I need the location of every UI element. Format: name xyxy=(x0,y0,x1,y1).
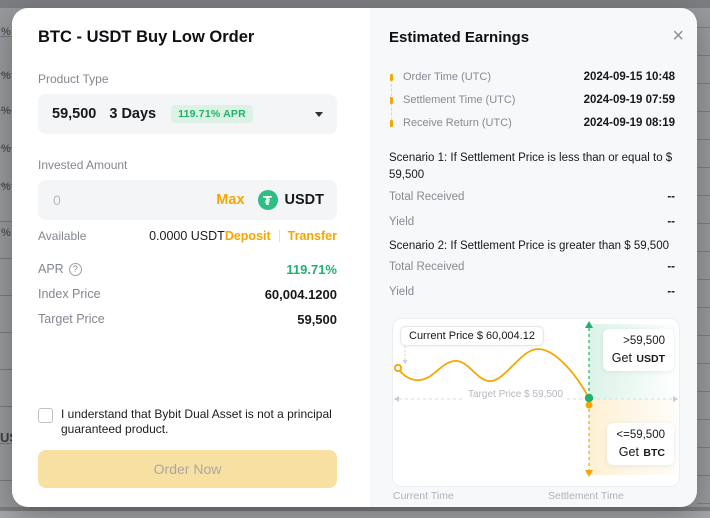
help-icon[interactable]: ? xyxy=(68,262,82,276)
settlement-time-axis-label: Settlement Time xyxy=(548,490,624,502)
deposit-link[interactable]: Deposit xyxy=(224,229,271,243)
disclaimer-row: I understand that Bybit Dual Asset is no… xyxy=(38,407,342,437)
scenario1-yield-row: Yield -- xyxy=(389,215,675,228)
product-price: 59,500 xyxy=(52,106,97,122)
timeline-row-receive-return: Receive Return (UTC) 2024-09-19 08:19 xyxy=(390,116,675,130)
index-price-label: Index Price xyxy=(38,287,101,301)
scenario1-heading-line: 59,500 xyxy=(389,169,425,181)
product-type-label: Product Type xyxy=(38,72,109,86)
backdrop-percent-mark: % xyxy=(1,70,11,82)
order-info-rows: APR ? 119.71% Index Price 60,004.1200 Ta… xyxy=(38,262,337,337)
yield-label: Yield xyxy=(389,285,415,298)
total-received-value: -- xyxy=(667,260,675,273)
backdrop-right-strip xyxy=(697,0,710,518)
target-price-row: Target Price 59,500 xyxy=(38,311,337,327)
transfer-link[interactable]: Transfer xyxy=(287,229,337,243)
backdrop-percent-mark: % xyxy=(1,227,11,239)
order-now-button[interactable]: Order Now xyxy=(38,450,337,488)
upper-condition: >59,500 xyxy=(623,335,665,347)
disclaimer-line: guaranteed product. xyxy=(61,422,169,436)
index-price-value: 60,004.1200 xyxy=(264,286,337,302)
settlement-time-label: Settlement Time (UTC) xyxy=(403,94,516,106)
scenario1-heading-line: Scenario 1: If Settlement Price is less … xyxy=(389,152,673,164)
yield-value: -- xyxy=(667,215,675,228)
scenario2-yield-row: Yield -- xyxy=(389,285,675,298)
target-price-label: Target Price xyxy=(38,312,105,326)
settlement-time-value: 2024-09-19 07:59 xyxy=(583,94,675,106)
available-row: Available 0.0000 USDT Deposit Transfer xyxy=(38,229,337,243)
apr-label: APR ? xyxy=(38,262,82,276)
apr-label-text: APR xyxy=(38,262,64,276)
order-time-label: Order Time (UTC) xyxy=(403,71,491,83)
target-price-line-label: Target Price $ 59,500 xyxy=(465,389,567,400)
backdrop-percent-mark: % xyxy=(1,181,11,193)
close-icon[interactable]: × xyxy=(672,25,684,47)
product-term: 3 Days xyxy=(109,106,157,122)
backdrop-top-strip xyxy=(0,0,710,8)
total-received-label: Total Received xyxy=(389,260,465,273)
lower-outcome-label: <=59,500 Get BTC xyxy=(607,423,674,465)
current-price-label: Current Price $ 60,004.12 xyxy=(400,326,544,346)
apr-row: APR ? 119.71% xyxy=(38,261,337,277)
scenario1-heading: Scenario 1: If Settlement Price is less … xyxy=(389,150,681,184)
upper-asset: USDT xyxy=(636,353,665,365)
scenario2-total-received-row: Total Received -- xyxy=(389,260,675,273)
scenario1-total-received-row: Total Received -- xyxy=(389,190,675,203)
apr-value: 119.71% xyxy=(286,261,337,277)
order-title: BTC - USDT Buy Low Order xyxy=(38,28,255,46)
order-time-value: 2024-09-15 10:48 xyxy=(583,71,675,83)
backdrop-percent-mark: % xyxy=(1,143,11,155)
lower-condition: <=59,500 xyxy=(616,429,665,441)
currency-label: USDT xyxy=(284,192,324,208)
target-price-value: 59,500 xyxy=(297,311,337,327)
current-time-axis-label: Current Time xyxy=(393,490,454,502)
invested-amount-label: Invested Amount xyxy=(38,158,128,172)
payoff-chart: Current Price $ 60,004.12 Target Price $… xyxy=(392,318,680,487)
order-form-panel: BTC - USDT Buy Low Order Product Type 59… xyxy=(12,8,370,507)
order-timeline: Order Time (UTC) 2024-09-15 10:48 Settle… xyxy=(390,70,675,132)
timeline-dot xyxy=(390,97,393,104)
receive-return-value: 2024-09-19 08:19 xyxy=(583,117,675,129)
total-received-value: -- xyxy=(667,190,675,203)
available-value: 0.0000 USDT xyxy=(149,229,225,243)
scenario2-heading-line: Scenario 2: If Settlement Price is great… xyxy=(389,240,669,252)
tether-coin-icon: ₮ xyxy=(257,190,278,210)
lower-get: Get xyxy=(618,445,639,459)
chevron-down-icon xyxy=(315,111,323,117)
agree-checkbox[interactable] xyxy=(38,408,53,423)
timeline-row-order-time: Order Time (UTC) 2024-09-15 10:48 xyxy=(390,70,675,84)
disclaimer-text: I understand that Bybit Dual Asset is no… xyxy=(61,407,332,437)
scenario2-heading: Scenario 2: If Settlement Price is great… xyxy=(389,238,681,255)
estimated-earnings-panel: Estimated Earnings × Order Time (UTC) 20… xyxy=(370,8,697,507)
total-received-label: Total Received xyxy=(389,190,465,203)
upper-get: Get xyxy=(611,351,632,365)
timeline-dot xyxy=(390,120,393,127)
backdrop-bottom-strip-light xyxy=(0,511,710,518)
timeline-dot xyxy=(390,74,393,81)
timeline-row-settlement-time: Settlement Time (UTC) 2024-09-19 07:59 xyxy=(390,93,675,107)
backdrop-percent-mark: % xyxy=(1,26,11,38)
apr-badge: 119.71% APR xyxy=(171,105,253,123)
yield-value: -- xyxy=(667,285,675,298)
backdrop-bottom-strip xyxy=(0,507,710,511)
available-label: Available xyxy=(38,229,87,243)
earnings-title: Estimated Earnings xyxy=(389,29,530,46)
backdrop-left-strip xyxy=(0,0,12,518)
upper-outcome-label: >59,500 Get USDT xyxy=(602,329,674,371)
backdrop-percent-mark: % xyxy=(1,105,11,117)
index-price-row: Index Price 60,004.1200 xyxy=(38,286,337,302)
yield-label: Yield xyxy=(389,215,415,228)
lower-asset: BTC xyxy=(643,447,665,459)
receive-return-label: Receive Return (UTC) xyxy=(403,117,512,129)
product-type-select[interactable]: 59,500 3 Days 119.71% APR xyxy=(38,94,337,134)
dual-asset-order-modal: BTC - USDT Buy Low Order Product Type 59… xyxy=(12,8,697,507)
divider xyxy=(278,230,280,242)
disclaimer-line: I understand that Bybit Dual Asset is no… xyxy=(61,407,332,421)
amount-input-box: Max ₮ USDT xyxy=(38,180,337,220)
amount-input[interactable] xyxy=(51,191,217,209)
max-button[interactable]: Max xyxy=(216,192,245,208)
